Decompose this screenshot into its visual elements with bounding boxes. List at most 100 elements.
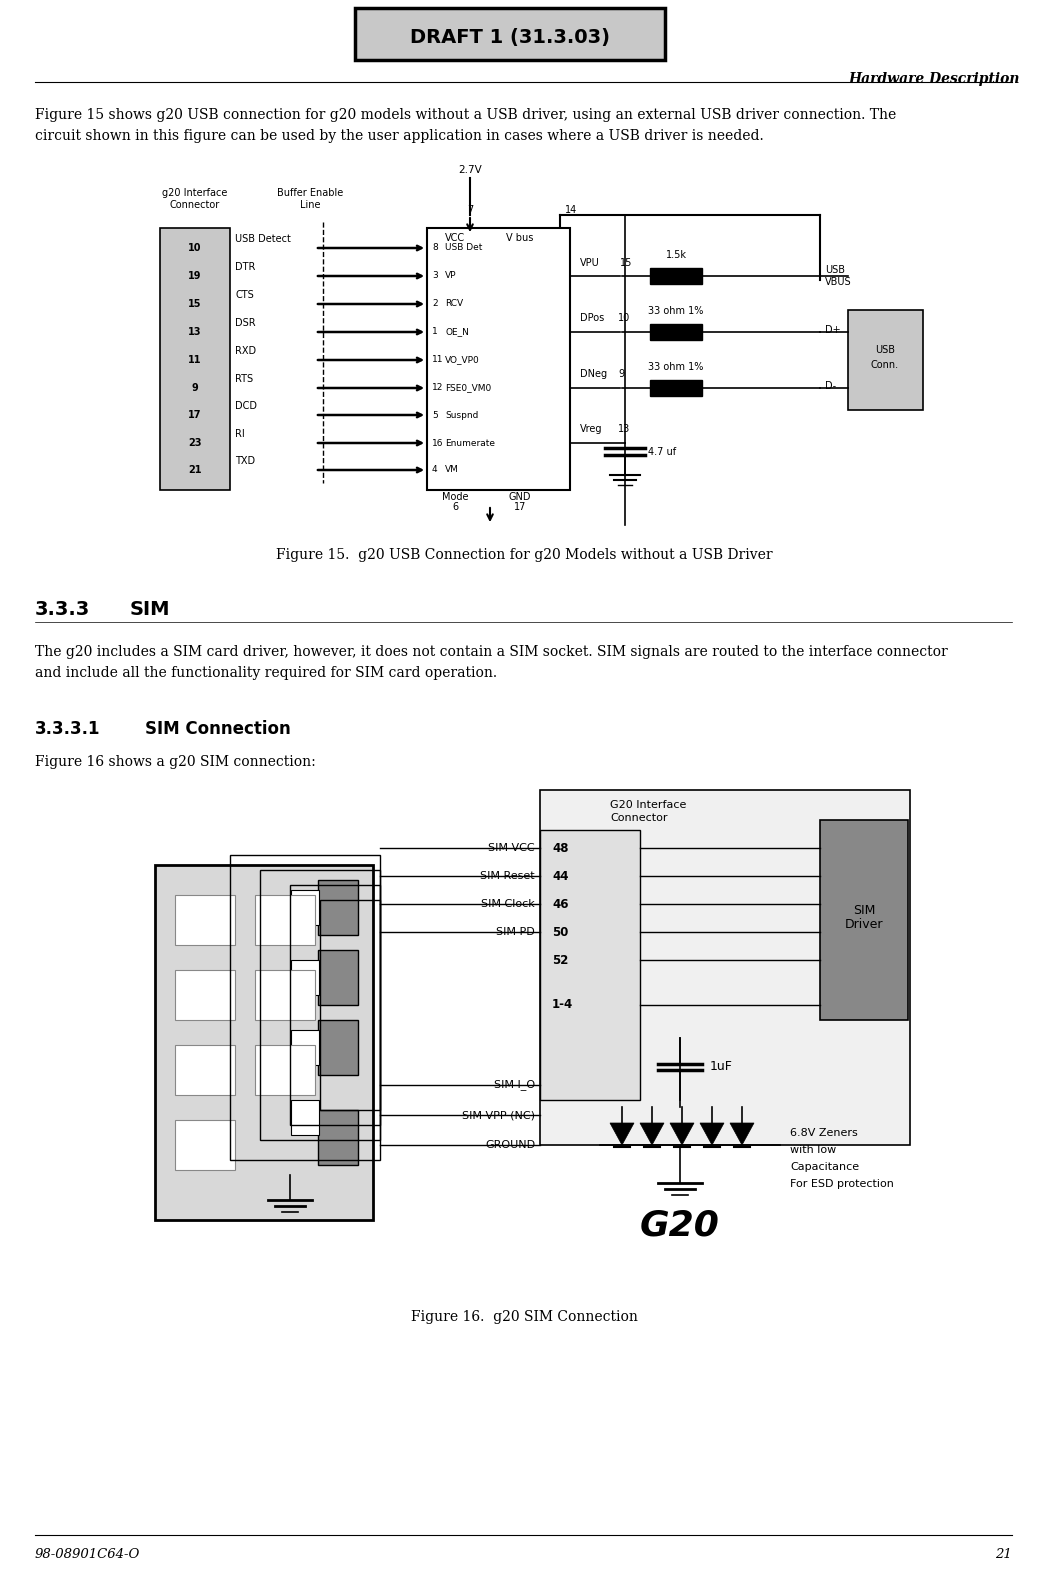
Text: Connector: Connector bbox=[170, 199, 220, 210]
Bar bbox=[650, 380, 701, 396]
Text: RCV: RCV bbox=[445, 300, 463, 308]
Text: 15: 15 bbox=[188, 298, 202, 309]
Text: Mode: Mode bbox=[442, 491, 468, 502]
Text: 15: 15 bbox=[620, 257, 632, 268]
Text: 9: 9 bbox=[618, 369, 624, 378]
Bar bbox=[318, 950, 358, 1005]
Bar bbox=[175, 1119, 235, 1170]
Text: Hardware Description: Hardware Description bbox=[848, 72, 1020, 86]
Text: USB Detect: USB Detect bbox=[235, 234, 291, 243]
Text: 3: 3 bbox=[432, 272, 438, 281]
Text: 1: 1 bbox=[432, 328, 438, 336]
Text: 52: 52 bbox=[552, 953, 569, 967]
Text: DCD: DCD bbox=[235, 400, 257, 411]
Bar bbox=[290, 885, 380, 1126]
Text: SIM Clock: SIM Clock bbox=[482, 900, 535, 909]
Text: VP: VP bbox=[445, 272, 456, 281]
Text: OE_N: OE_N bbox=[445, 328, 469, 336]
Text: 12: 12 bbox=[432, 383, 443, 392]
Bar bbox=[291, 1030, 319, 1064]
Text: 17: 17 bbox=[514, 502, 527, 512]
Bar bbox=[650, 323, 701, 341]
Text: 7: 7 bbox=[467, 206, 473, 215]
Text: D-: D- bbox=[825, 382, 837, 391]
Text: 23: 23 bbox=[188, 438, 202, 447]
Polygon shape bbox=[670, 1123, 694, 1145]
Polygon shape bbox=[610, 1123, 634, 1145]
Text: GND: GND bbox=[509, 491, 531, 502]
Text: SIM PD: SIM PD bbox=[496, 926, 535, 937]
Bar bbox=[255, 895, 315, 945]
Text: G20: G20 bbox=[640, 1207, 720, 1242]
Bar bbox=[540, 831, 640, 1101]
Text: 44: 44 bbox=[552, 870, 569, 882]
Bar bbox=[291, 959, 319, 995]
Text: 33 ohm 1%: 33 ohm 1% bbox=[648, 306, 704, 316]
Text: 50: 50 bbox=[552, 925, 569, 939]
Bar bbox=[820, 820, 908, 1021]
Text: 9: 9 bbox=[192, 383, 198, 392]
Text: 8: 8 bbox=[432, 243, 438, 253]
Text: Figure 15 shows g20 USB connection for g20 models without a USB driver, using an: Figure 15 shows g20 USB connection for g… bbox=[35, 108, 896, 143]
Bar bbox=[230, 856, 380, 1160]
Bar bbox=[318, 1110, 358, 1165]
Text: Connector: Connector bbox=[610, 813, 668, 823]
Text: Driver: Driver bbox=[845, 918, 884, 931]
Text: SIM VCC: SIM VCC bbox=[488, 843, 535, 853]
Text: VM: VM bbox=[445, 465, 459, 474]
Text: 13: 13 bbox=[618, 424, 630, 433]
Text: Suspnd: Suspnd bbox=[445, 410, 478, 419]
Text: 2: 2 bbox=[432, 300, 438, 308]
Bar bbox=[260, 870, 380, 1140]
Text: with low: with low bbox=[790, 1145, 837, 1156]
Text: VBUS: VBUS bbox=[825, 276, 851, 287]
Text: FSE0_VM0: FSE0_VM0 bbox=[445, 383, 491, 392]
Text: SIM: SIM bbox=[130, 600, 171, 619]
Text: SIM I_O: SIM I_O bbox=[494, 1080, 535, 1091]
Text: 3.3.3.1: 3.3.3.1 bbox=[35, 721, 101, 738]
Bar bbox=[318, 1020, 358, 1075]
Text: Enumerate: Enumerate bbox=[445, 438, 495, 447]
Text: 21: 21 bbox=[996, 1548, 1012, 1561]
Text: D+: D+ bbox=[825, 325, 841, 334]
Bar bbox=[160, 228, 230, 490]
Bar bbox=[255, 1046, 315, 1094]
Text: SIM: SIM bbox=[853, 903, 875, 917]
Text: 6: 6 bbox=[452, 502, 459, 512]
Bar bbox=[318, 881, 358, 936]
Text: 98-08901C64-O: 98-08901C64-O bbox=[35, 1548, 140, 1561]
Text: 5: 5 bbox=[432, 410, 438, 419]
Text: Capacitance: Capacitance bbox=[790, 1162, 860, 1171]
Text: SIM VPP (NC): SIM VPP (NC) bbox=[462, 1110, 535, 1119]
Text: Figure 16 shows a g20 SIM connection:: Figure 16 shows a g20 SIM connection: bbox=[35, 755, 316, 769]
Text: 21: 21 bbox=[188, 465, 202, 476]
Bar bbox=[255, 970, 315, 1020]
Text: 14: 14 bbox=[565, 206, 577, 215]
Bar bbox=[291, 890, 319, 925]
Text: 4: 4 bbox=[432, 465, 438, 474]
Bar bbox=[650, 268, 701, 284]
Bar bbox=[175, 970, 235, 1020]
Text: 4.7 uf: 4.7 uf bbox=[648, 447, 676, 457]
Text: DRAFT 1 (31.3.03): DRAFT 1 (31.3.03) bbox=[410, 28, 610, 47]
Text: Conn.: Conn. bbox=[871, 360, 899, 371]
Text: DSR: DSR bbox=[235, 319, 255, 328]
Text: USB: USB bbox=[875, 345, 895, 355]
Polygon shape bbox=[640, 1123, 664, 1145]
Text: 6.8V Zeners: 6.8V Zeners bbox=[790, 1127, 857, 1138]
Bar bbox=[175, 1046, 235, 1094]
Text: VCC: VCC bbox=[445, 232, 465, 243]
Text: 10: 10 bbox=[618, 312, 630, 323]
Text: 13: 13 bbox=[188, 327, 202, 338]
Text: USB Det: USB Det bbox=[445, 243, 483, 253]
Text: Figure 16.  g20 SIM Connection: Figure 16. g20 SIM Connection bbox=[410, 1309, 638, 1324]
Text: RI: RI bbox=[235, 429, 245, 440]
Bar bbox=[540, 790, 910, 1145]
Text: 11: 11 bbox=[432, 355, 444, 364]
Text: DPos: DPos bbox=[580, 312, 604, 323]
Text: SIM Reset: SIM Reset bbox=[481, 871, 535, 881]
Bar bbox=[320, 900, 380, 1110]
Text: GROUND: GROUND bbox=[485, 1140, 535, 1149]
Text: Vreg: Vreg bbox=[580, 424, 602, 433]
Text: CTS: CTS bbox=[235, 290, 253, 300]
